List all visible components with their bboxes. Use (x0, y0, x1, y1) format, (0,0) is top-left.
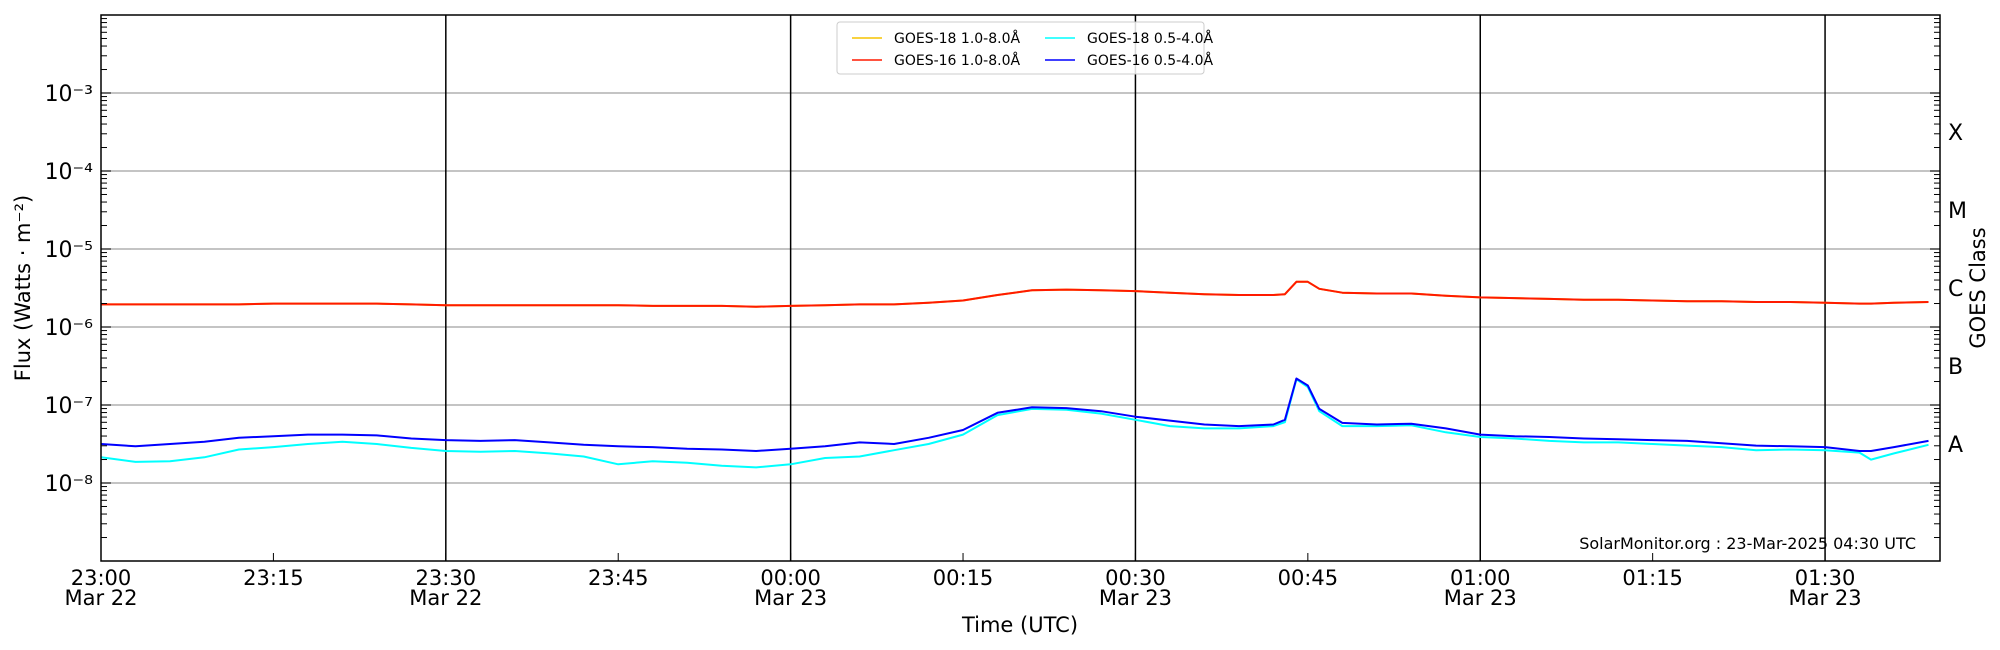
y-tick-label: 10⁻⁵ (45, 238, 93, 263)
x-tick-time-label: 00:30 (1105, 566, 1166, 590)
goes-class-label: M (1948, 199, 1967, 224)
x-tick-time-label: 00:45 (1278, 566, 1339, 590)
series-line-goes-16-1-0-8-0- (101, 280, 1929, 308)
legend-box (836, 21, 1205, 75)
goes-class-label: X (1948, 121, 1963, 146)
x-tick-date-label: Mar 23 (1789, 586, 1862, 610)
x-tick-time-label: 01:30 (1795, 566, 1856, 590)
x-tick-date-label: Mar 23 (754, 586, 827, 610)
x-axis-label: Time (UTC) (961, 613, 1078, 637)
x-tick-time-label: 01:00 (1450, 566, 1511, 590)
y-axis-right-label: GOES Class (1966, 227, 1990, 348)
time-divider-lines (445, 15, 1826, 561)
x-tick-time-label: 01:15 (1622, 566, 1683, 590)
series-line-goes-18-0-5-4-0- (100, 378, 1929, 469)
goes-class-label: C (1948, 277, 1963, 302)
x-tick-time-label: 00:00 (760, 566, 821, 590)
goes-class-label: A (1948, 433, 1963, 458)
y-axis-label: Flux (Watts · m⁻²) (11, 195, 35, 381)
x-tick-time-label: 23:30 (416, 566, 477, 590)
grid (101, 92, 1940, 484)
legend-label: GOES-16 0.5-4.0Å (1087, 52, 1213, 69)
x-tick-date-label: Mar 23 (1444, 586, 1517, 610)
y-tick-label: 10⁻⁸ (45, 472, 94, 497)
legend: GOES-18 1.0-8.0Å GOES-16 1.0-8.0Å GOES-18 … (836, 21, 1213, 75)
x-tick-time-label: 23:45 (588, 566, 649, 590)
y-tick-label: 10⁻⁶ (45, 316, 94, 341)
x-tick-date-label: Mar 22 (64, 586, 137, 610)
x-tick-date-label: Mar 23 (1099, 586, 1172, 610)
legend-label: GOES-18 1.0-8.0Å (894, 30, 1020, 47)
plot-frame (100, 14, 1941, 562)
legend-label: GOES-18 0.5-4.0Å (1087, 30, 1213, 47)
series-line-goes-16-0-5-4-0- (100, 377, 1929, 452)
x-tick-date-label: Mar 22 (409, 586, 482, 610)
x-tick-time-label: 00:15 (933, 566, 994, 590)
legend-label: GOES-16 1.0-8.0Å (894, 52, 1020, 69)
y-tick-label: 10⁻⁴ (45, 160, 94, 185)
x-tick-time-label: 23:00 (71, 566, 132, 590)
goes-class-label: B (1948, 355, 1963, 380)
watermark: SolarMonitor.org : 23-Mar-2025 04:30 UTC (1579, 534, 1916, 553)
y-tick-label: 10⁻⁷ (45, 394, 93, 419)
axis-ticks (100, 18, 1940, 562)
series-lines (100, 280, 1929, 469)
x-tick-time-label: 23:15 (243, 566, 304, 590)
y-tick-label: 10⁻³ (45, 82, 93, 107)
